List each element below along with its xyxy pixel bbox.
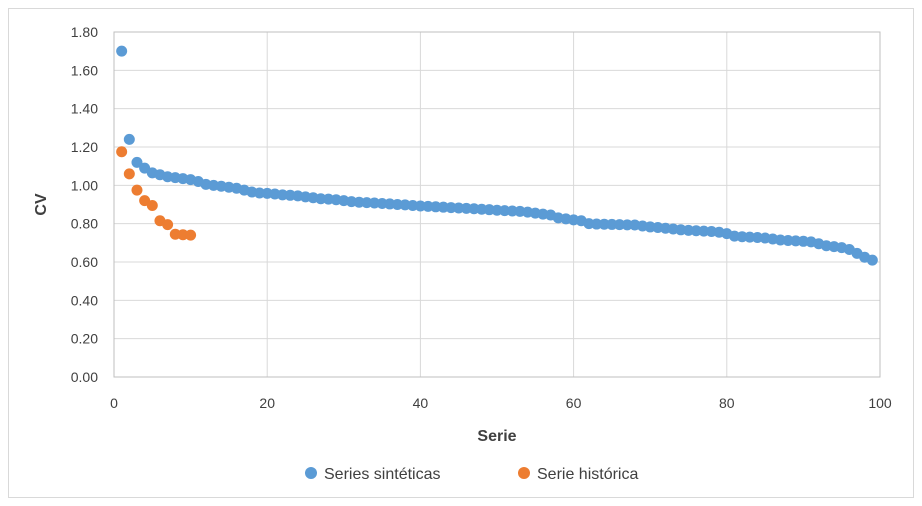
y-axis-ticks: 0.00 0.20 0.40 0.60 0.80 1.00 1.20 1.40 1.60 1.80 [71,24,98,385]
data-point [116,146,128,158]
x-tick-label: 40 [413,395,429,411]
x-tick-label: 60 [566,395,582,411]
x-tick-label: 100 [868,395,892,411]
legend: Series sintéticas Serie histórica [305,466,638,483]
y-tick-label: 0.80 [71,216,98,232]
y-tick-label: 0.40 [71,292,98,308]
data-point [598,218,610,230]
data-point [146,199,158,211]
data-point [621,219,633,231]
data-point [162,219,174,231]
y-tick-label: 0.60 [71,254,98,270]
data-point [606,218,618,230]
x-tick-label: 0 [110,395,118,411]
data-point [131,156,143,168]
y-axis-title: CV [33,193,50,216]
gridlines [113,31,881,378]
data-point [591,218,603,230]
legend-label-series-sinteticas: Series sintéticas [324,466,441,483]
x-tick-label: 80 [719,395,735,411]
chart-frame [8,8,914,498]
y-tick-label: 1.00 [71,177,98,193]
y-tick-label: 1.80 [71,24,98,40]
x-axis-ticks: 0 20 40 60 80 100 [110,395,892,411]
x-axis-title: Serie [477,428,516,445]
legend-marker-serie-historica [518,467,530,479]
series-1 [116,146,197,241]
y-tick-label: 0.20 [71,331,98,347]
x-tick-label: 20 [259,395,275,411]
y-tick-label: 1.20 [71,139,98,155]
data-point [614,219,626,231]
y-tick-label: 0.00 [71,369,98,385]
legend-marker-series-sinteticas [305,467,317,479]
data-point [866,254,878,266]
legend-label-serie-historica: Serie histórica [537,466,638,483]
data-point [185,229,197,241]
data-points [116,45,878,266]
y-tick-label: 1.60 [71,62,98,78]
data-point [116,45,128,57]
plot-area-border [113,31,881,378]
data-point [123,168,135,180]
y-tick-label: 1.40 [71,101,98,117]
series-0 [116,45,878,266]
data-point [131,184,143,196]
data-point [123,133,135,145]
